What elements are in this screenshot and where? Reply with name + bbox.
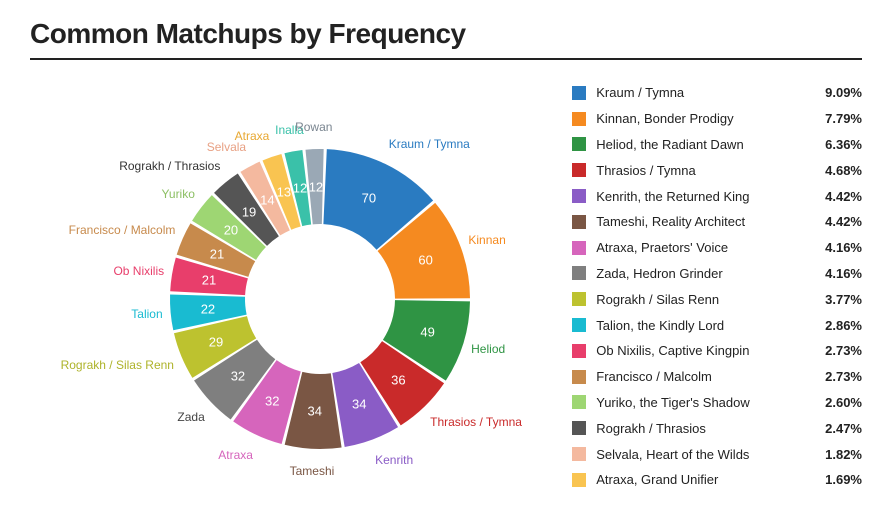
legend-name: Thrasios / Tymna	[596, 163, 817, 178]
slice-label: Rograkh / Thrasios	[119, 159, 220, 173]
legend-name: Rograkh / Thrasios	[596, 421, 817, 436]
legend-pct: 3.77%	[825, 292, 862, 307]
slice-label: Thrasios / Tymna	[430, 415, 522, 429]
legend-swatch	[572, 370, 586, 384]
legend-name: Heliod, the Radiant Dawn	[596, 137, 817, 152]
legend-swatch	[572, 189, 586, 203]
slice-label: Atraxa	[235, 129, 270, 143]
legend-row: Tameshi, Reality Architect 4.42%	[572, 209, 862, 235]
legend-pct: 7.79%	[825, 111, 862, 126]
legend-pct: 1.82%	[825, 447, 862, 462]
legend-pct: 4.68%	[825, 163, 862, 178]
legend-swatch	[572, 112, 586, 126]
legend-pct: 2.73%	[825, 369, 862, 384]
legend-pct: 9.09%	[825, 85, 862, 100]
slice-label: Zada	[177, 410, 204, 424]
legend-row: Talion, the Kindly Lord 2.86%	[572, 312, 862, 338]
legend-row: Atraxa, Grand Unifier 1.69%	[572, 467, 862, 493]
legend-pct: 4.16%	[825, 266, 862, 281]
slice-label: Francisco / Malcolm	[69, 223, 176, 237]
legend-row: Rograkh / Silas Renn 3.77%	[572, 286, 862, 312]
legend-name: Atraxa, Praetors' Voice	[596, 240, 817, 255]
slice-label: Kinnan	[468, 233, 505, 247]
legend-name: Yuriko, the Tiger's Shadow	[596, 395, 817, 410]
legend-name: Ob Nixilis, Captive Kingpin	[596, 343, 817, 358]
legend-row: Selvala, Heart of the Wilds 1.82%	[572, 441, 862, 467]
slice-label: Yuriko	[162, 187, 195, 201]
slice-label: Kenrith	[375, 453, 413, 467]
legend-swatch	[572, 266, 586, 280]
slice-label: Atraxa	[218, 448, 253, 462]
legend-name: Kinnan, Bonder Prodigy	[596, 111, 817, 126]
legend-pct: 2.73%	[825, 343, 862, 358]
slice-label: Tameshi	[290, 464, 335, 478]
legend-row: Kraum / Tymna 9.09%	[572, 80, 862, 106]
legend-name: Tameshi, Reality Architect	[596, 214, 817, 229]
legend: Kraum / Tymna 9.09% Kinnan, Bonder Prodigy…	[572, 74, 862, 514]
legend-swatch	[572, 447, 586, 461]
legend-swatch	[572, 473, 586, 487]
slice-label: Rowan	[295, 120, 332, 134]
slice-label: Talion	[131, 307, 162, 321]
legend-swatch	[572, 318, 586, 332]
legend-row: Ob Nixilis, Captive Kingpin 2.73%	[572, 338, 862, 364]
slice-label: Rograkh / Silas Renn	[61, 358, 174, 372]
header-rule	[30, 58, 862, 60]
legend-swatch	[572, 241, 586, 255]
legend-name: Zada, Hedron Grinder	[596, 266, 817, 281]
donut-svg	[30, 74, 550, 514]
legend-pct: 6.36%	[825, 137, 862, 152]
legend-pct: 1.69%	[825, 472, 862, 487]
legend-swatch	[572, 344, 586, 358]
legend-pct: 2.60%	[825, 395, 862, 410]
legend-swatch	[572, 421, 586, 435]
legend-row: Thrasios / Tymna 4.68%	[572, 157, 862, 183]
legend-row: Kenrith, the Returned King 4.42%	[572, 183, 862, 209]
slice-label: Kraum / Tymna	[389, 137, 470, 151]
legend-row: Atraxa, Praetors' Voice 4.16%	[572, 235, 862, 261]
legend-swatch	[572, 215, 586, 229]
legend-name: Kenrith, the Returned King	[596, 189, 817, 204]
page-title: Common Matchups by Frequency	[30, 18, 862, 50]
legend-swatch	[572, 86, 586, 100]
legend-swatch	[572, 395, 586, 409]
legend-pct: 4.42%	[825, 214, 862, 229]
legend-pct: 4.16%	[825, 240, 862, 255]
legend-name: Selvala, Heart of the Wilds	[596, 447, 817, 462]
legend-row: Yuriko, the Tiger's Shadow 2.60%	[572, 390, 862, 416]
legend-row: Zada, Hedron Grinder 4.16%	[572, 261, 862, 287]
donut-chart: 70Kraum / Tymna60Kinnan49Heliod36Thrasio…	[30, 74, 532, 514]
legend-name: Talion, the Kindly Lord	[596, 318, 817, 333]
legend-name: Atraxa, Grand Unifier	[596, 472, 817, 487]
legend-name: Kraum / Tymna	[596, 85, 817, 100]
slice-label: Ob Nixilis	[113, 264, 164, 278]
legend-swatch	[572, 292, 586, 306]
legend-pct: 4.42%	[825, 189, 862, 204]
legend-name: Francisco / Malcolm	[596, 369, 817, 384]
content-row: 70Kraum / Tymna60Kinnan49Heliod36Thrasio…	[30, 74, 862, 514]
legend-row: Francisco / Malcolm 2.73%	[572, 364, 862, 390]
legend-row: Kinnan, Bonder Prodigy 7.79%	[572, 106, 862, 132]
legend-swatch	[572, 137, 586, 151]
slice-label: Heliod	[471, 342, 505, 356]
legend-pct: 2.86%	[825, 318, 862, 333]
legend-row: Heliod, the Radiant Dawn 6.36%	[572, 132, 862, 158]
legend-swatch	[572, 163, 586, 177]
legend-pct: 2.47%	[825, 421, 862, 436]
legend-name: Rograkh / Silas Renn	[596, 292, 817, 307]
legend-row: Rograkh / Thrasios 2.47%	[572, 415, 862, 441]
